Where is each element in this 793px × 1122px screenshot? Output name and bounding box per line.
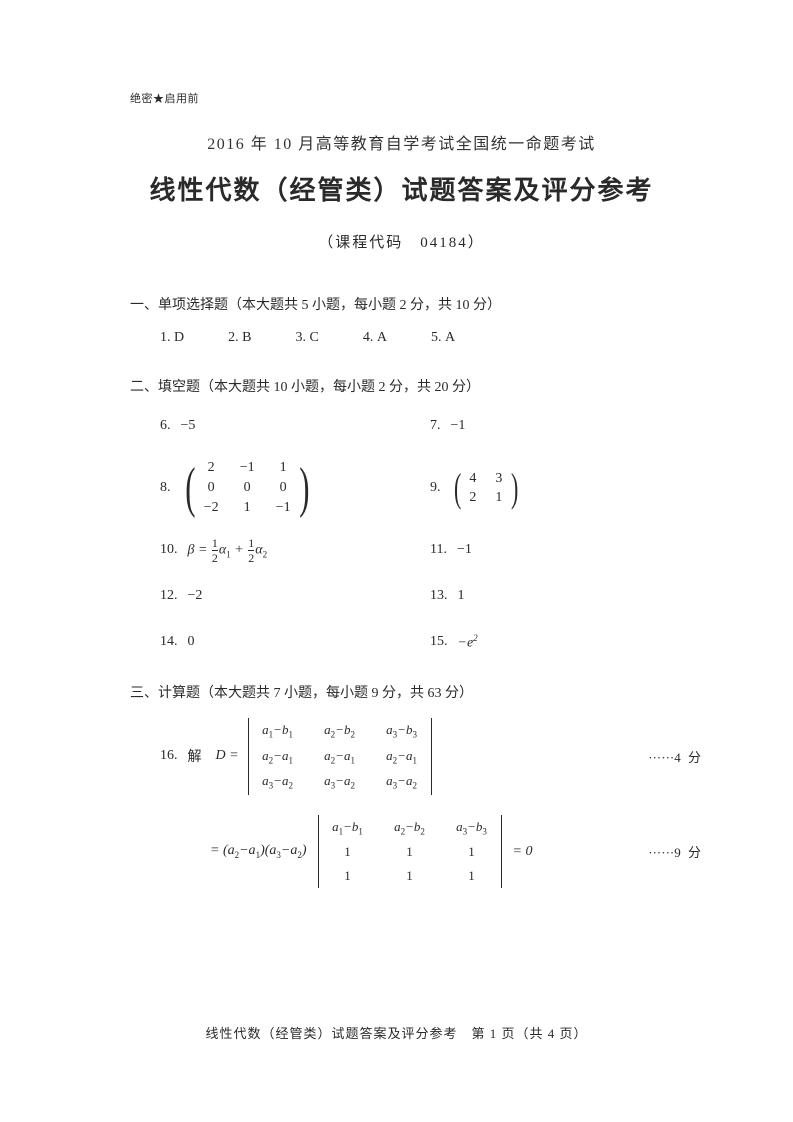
- q13: 13.1: [430, 588, 465, 604]
- q10: 10. β = 12α1 + 12α2: [160, 537, 430, 564]
- q15: 15.−e2: [430, 633, 478, 652]
- q12: 12.−2: [160, 588, 430, 604]
- score-marker: 4 分: [648, 747, 703, 766]
- matrix-3x3: ( 2−11 000 −21−1 ): [181, 458, 314, 518]
- confidential-label: 绝密★启用前: [130, 90, 673, 106]
- mc-answer-row: 1. D 2. B 3. C 4. A 5. A: [130, 330, 673, 346]
- section1-header: 一、单项选择题（本大题共 5 小题，每小题 2 分，共 10 分）: [130, 294, 673, 314]
- q16-number: 16.: [160, 748, 178, 764]
- mc-answer: 4. A: [363, 330, 387, 346]
- q6: 6.−5: [160, 418, 430, 434]
- mc-answer: 5. A: [431, 330, 455, 346]
- exam-pretitle: 2016 年 10 月高等教育自学考试全国统一命题考试: [130, 130, 673, 154]
- q11: 11.−1: [430, 542, 472, 558]
- determinant-3x3: a1−b1a2−b2a3−b3 111 111: [315, 815, 505, 889]
- fill-answers: 6.−5 7.−1 8. ( 2−11 000 −21−1 ) 9. ( 43: [130, 412, 673, 656]
- q8: 8. ( 2−11 000 −21−1 ): [160, 458, 430, 518]
- solve-label: 解: [188, 746, 202, 766]
- q7: 7.−1: [430, 418, 465, 434]
- q9: 9. ( 43 21 ): [430, 469, 521, 508]
- course-code: （课程代码 04184）: [130, 231, 673, 252]
- q16-solution: 16. 解 D = a1−b1a2−b2a3−b3 a2−a1a2−a1a2−a…: [130, 718, 673, 888]
- mc-answer: 1. D: [160, 330, 184, 346]
- section3-header: 三、计算题（本大题共 7 小题，每小题 9 分，共 63 分）: [130, 682, 673, 702]
- mc-answer: 2. B: [228, 330, 251, 346]
- q14: 14.0: [160, 634, 430, 650]
- page-footer: 线性代数（经管类）试题答案及评分参考 第 1 页（共 4 页）: [0, 1023, 793, 1042]
- matrix-2x2: ( 43 21 ): [451, 469, 522, 508]
- score-marker: 9 分: [648, 842, 703, 861]
- section2-header: 二、填空题（本大题共 10 小题，每小题 2 分，共 20 分）: [130, 376, 673, 396]
- mc-answer: 3. C: [295, 330, 318, 346]
- determinant-3x3: a1−b1a2−b2a3−b3 a2−a1a2−a1a2−a1 a3−a2a3−…: [245, 718, 435, 795]
- exam-title: 线性代数（经管类）试题答案及评分参考: [130, 170, 673, 207]
